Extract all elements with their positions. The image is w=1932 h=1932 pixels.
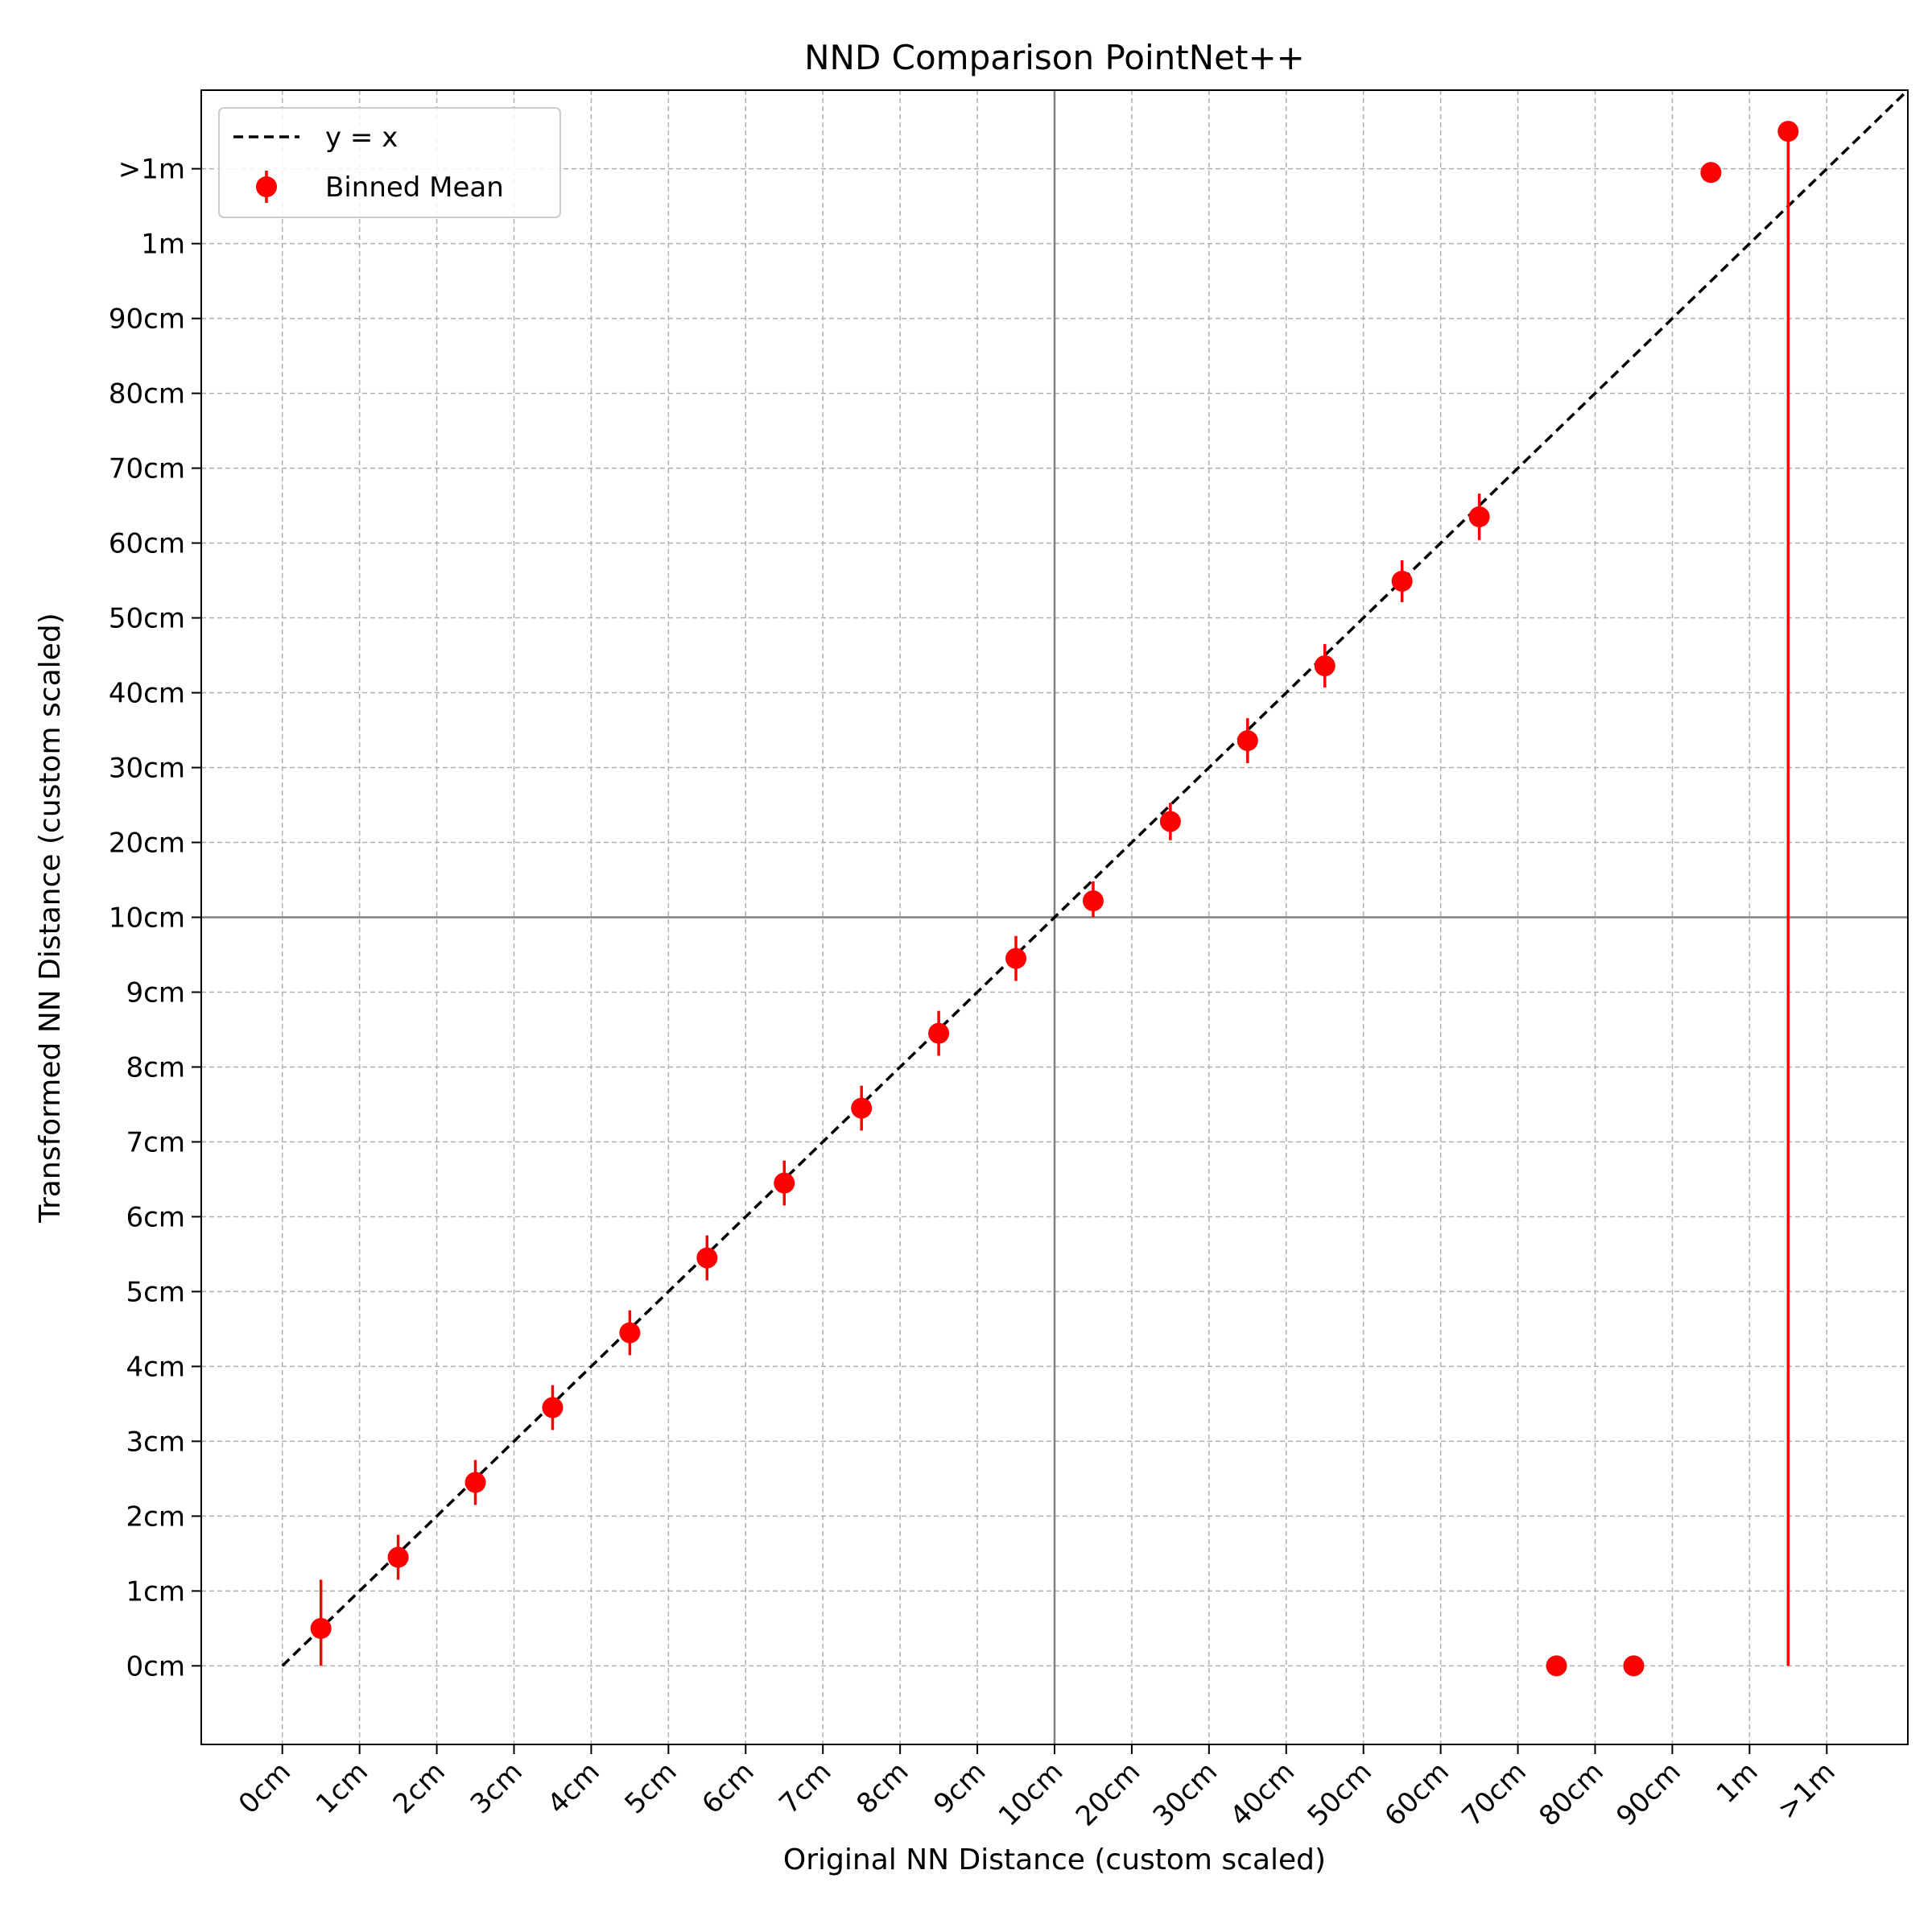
y-tick-label: 10cm [109,902,185,935]
data-point [928,1022,950,1044]
plot-series [281,93,1905,1677]
y-tick-label: 4cm [126,1351,185,1383]
data-point [1468,506,1490,528]
data-point [1391,570,1413,592]
data-point [1159,811,1181,832]
y-tick-label: >1m [118,154,185,186]
y-tick-label: 60cm [109,528,185,560]
y-tick-label: 2cm [126,1501,185,1533]
data-point [851,1097,873,1119]
data-point [1082,890,1104,912]
y-tick-label: 40cm [109,678,185,710]
x-axis-label: Original NN Distance (custom scaled) [783,1843,1326,1876]
data-point [696,1247,718,1269]
data-point [1314,655,1335,677]
y-tick-label: 30cm [109,753,185,785]
data-point [1700,162,1722,184]
legend-box [218,107,561,218]
legend-marker [256,176,277,197]
y-tick-label: 20cm [109,828,185,860]
y-tick-label: 3cm [126,1426,185,1458]
data-point [1005,947,1027,969]
data-point [1236,730,1258,752]
data-point [387,1546,409,1568]
y-tick-label: 80cm [109,378,185,411]
y-tick-label: 6cm [126,1201,185,1233]
data-point [464,1472,486,1493]
y-tick-label: 9cm [126,976,185,1009]
legend-entry-points: Binned Mean [325,171,504,204]
data-point [1777,121,1799,142]
data-point [542,1397,564,1418]
legend-entry-line: y = x [325,122,398,154]
y-tick-label: 70cm [109,453,185,485]
legend: y = x Binned Mean [218,107,561,218]
chart-title: NND Comparison PointNet++ [804,38,1305,77]
y-tick-label: 5cm [126,1276,185,1308]
data-point [1546,1655,1567,1677]
data-point [1623,1655,1645,1677]
y-tick-label: 1m [141,229,185,261]
y-tick-label: 7cm [126,1126,185,1158]
y-tick-label: 90cm [109,303,185,336]
y-tick-label: 0cm [126,1650,185,1682]
y-axis-label: Transformed NN Distance (custom scaled) [34,613,67,1223]
data-point [619,1322,641,1344]
data-point [310,1617,332,1639]
y-tick-label: 50cm [109,603,185,635]
y-tick-label: 1cm [126,1575,185,1608]
y-tick-label: 8cm [126,1051,185,1084]
data-point [774,1172,795,1194]
